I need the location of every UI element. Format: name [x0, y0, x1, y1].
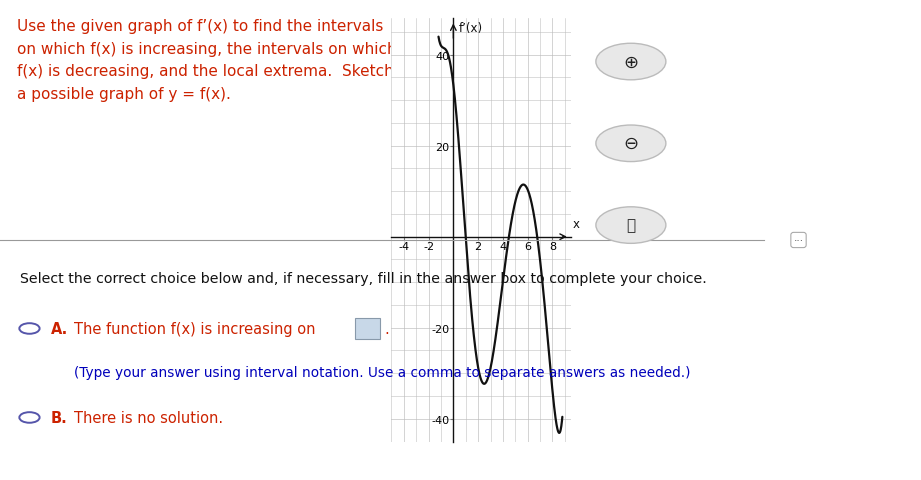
Text: x: x	[572, 217, 579, 230]
Text: There is no solution.: There is no solution.	[74, 410, 223, 425]
Text: ⧉: ⧉	[626, 218, 635, 233]
Text: Use the given graph of f’(x) to find the intervals
on which f(x) is increasing, : Use the given graph of f’(x) to find the…	[17, 19, 396, 102]
Text: B.: B.	[51, 410, 67, 425]
Text: .: .	[384, 321, 389, 336]
Circle shape	[596, 44, 666, 81]
Text: ⊕: ⊕	[624, 53, 638, 72]
Circle shape	[19, 412, 40, 423]
Text: (Type your answer using interval notation. Use a comma to separate answers as ne: (Type your answer using interval notatio…	[74, 365, 690, 379]
Text: f’(x): f’(x)	[459, 22, 483, 35]
Circle shape	[19, 324, 40, 334]
Circle shape	[596, 207, 666, 244]
Text: A.: A.	[51, 321, 68, 336]
FancyBboxPatch shape	[355, 318, 380, 339]
Circle shape	[596, 126, 666, 162]
Text: ···: ···	[794, 236, 803, 245]
Text: Select the correct choice below and, if necessary, fill in the answer box to com: Select the correct choice below and, if …	[20, 271, 707, 285]
Text: The function f(x) is increasing on: The function f(x) is increasing on	[74, 321, 315, 336]
Text: ⊖: ⊖	[624, 135, 638, 153]
